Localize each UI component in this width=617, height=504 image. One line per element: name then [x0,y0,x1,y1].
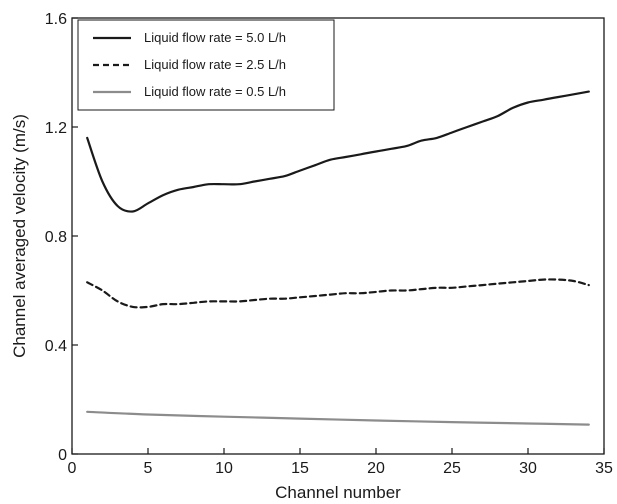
series-line-5-0-lh [86,90,590,213]
legend-label-0-5: Liquid flow rate = 0.5 L/h [144,84,286,99]
legend: Liquid flow rate = 5.0 L/h Liquid flow r… [77,19,335,111]
series-line-0-5-lh [86,410,590,426]
y-tick-label: 1.2 [45,120,67,137]
series-line-2-5-lh [86,278,590,309]
x-tick-label: 20 [367,460,385,477]
x-tick-label: 10 [215,460,233,477]
x-axis-ticks: 0 5 10 15 20 25 30 35 [68,448,613,477]
y-tick-label: 1.6 [45,11,67,28]
x-tick-label: 0 [68,460,77,477]
y-tick-label: 0 [58,447,67,464]
x-tick-label: 5 [144,460,153,477]
legend-box [77,19,335,111]
y-tick-label: 0.4 [45,338,67,355]
x-tick-label: 15 [291,460,309,477]
x-tick-label: 35 [595,460,613,477]
y-axis-title: Channel averaged velocity (m/s) [10,114,29,358]
legend-label-2-5: Liquid flow rate = 2.5 L/h [144,57,286,72]
y-tick-label: 0.8 [45,229,67,246]
y-axis-ticks: 0 0.4 0.8 1.2 1.6 [45,11,78,464]
series-layer [86,90,590,426]
x-tick-label: 30 [519,460,537,477]
legend-label-5-0: Liquid flow rate = 5.0 L/h [144,30,286,45]
x-axis-title: Channel number [275,483,401,502]
x-tick-label: 25 [443,460,461,477]
plot-area: 0 5 10 15 20 25 30 35 0 0.4 0.8 1.2 1.6 [45,11,613,477]
